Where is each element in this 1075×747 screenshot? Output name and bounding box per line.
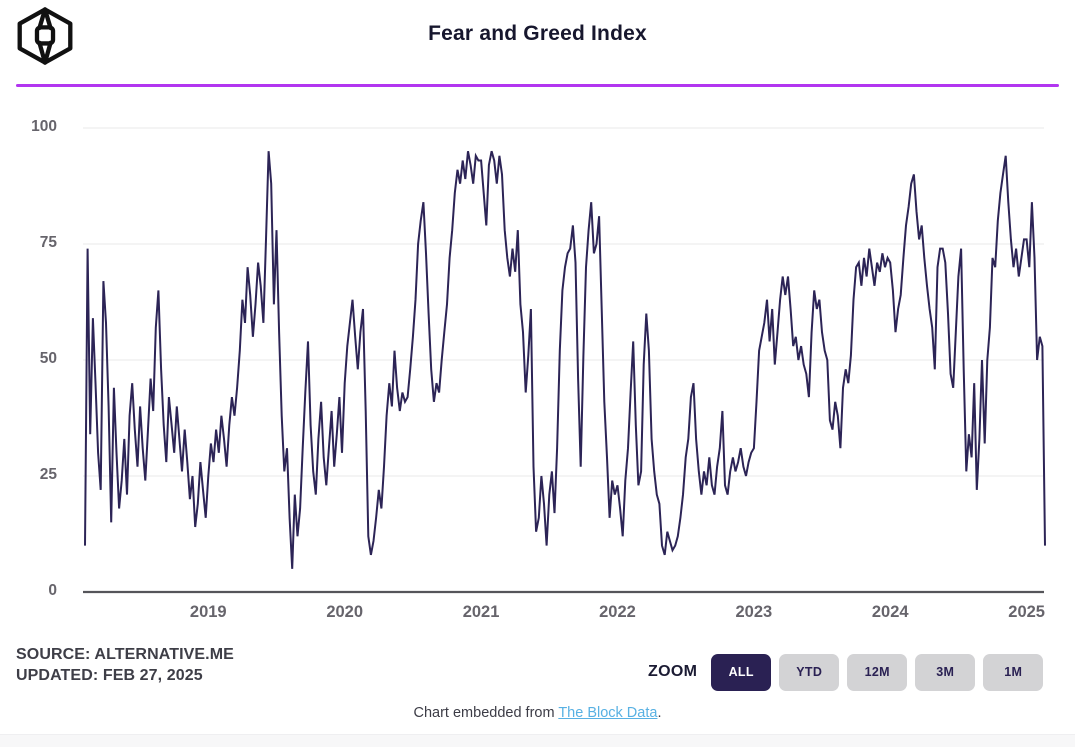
accent-divider — [16, 84, 1059, 87]
y-tick-label: 100 — [31, 118, 57, 135]
x-tick-label: 2021 — [462, 603, 500, 621]
source-line: SOURCE: ALTERNATIVE.ME — [16, 646, 234, 663]
y-tick-label: 75 — [39, 234, 57, 251]
embed-attribution: Chart embedded from The Block Data. — [0, 705, 1075, 721]
x-tick-label: 2022 — [599, 603, 636, 621]
source-attribution: SOURCE: ALTERNATIVE.ME UPDATED: FEB 27, … — [16, 644, 234, 686]
x-tick-label: 2025 — [1008, 603, 1045, 621]
y-tick-label: 50 — [39, 350, 57, 367]
x-tick-label: 2020 — [326, 603, 364, 621]
zoom-button-1m[interactable]: 1M — [983, 653, 1044, 691]
gridlines — [83, 127, 1044, 594]
zoom-button-group: ALL YTD 12M 3M 1M — [711, 653, 1044, 691]
zoom-controls: ZOOM ALL YTD 12M 3M 1M — [648, 653, 1044, 691]
fear-greed-series-line — [84, 150, 1046, 569]
embed-suffix: . — [657, 705, 662, 721]
zoom-button-ytd[interactable]: YTD — [779, 653, 840, 691]
x-tick-label: 2023 — [735, 603, 773, 621]
chart-title: Fear and Greed Index — [428, 22, 647, 45]
the-block-logo-icon[interactable] — [14, 7, 76, 65]
y-tick-label: 25 — [39, 466, 57, 483]
y-tick-label: 0 — [48, 582, 57, 599]
x-tick-label: 2024 — [871, 603, 909, 621]
embed-prefix: Chart embedded from — [413, 705, 559, 721]
x-tick-label: 2019 — [189, 603, 227, 621]
bottom-strip — [0, 734, 1075, 747]
the-block-data-link[interactable]: The Block Data — [558, 705, 658, 721]
zoom-button-12m[interactable]: 12M — [847, 653, 908, 691]
zoom-label: ZOOM — [648, 663, 698, 680]
zoom-button-all[interactable]: ALL — [711, 653, 772, 691]
updated-line: UPDATED: FEB 27, 2025 — [16, 667, 203, 684]
zoom-button-3m[interactable]: 3M — [915, 653, 976, 691]
